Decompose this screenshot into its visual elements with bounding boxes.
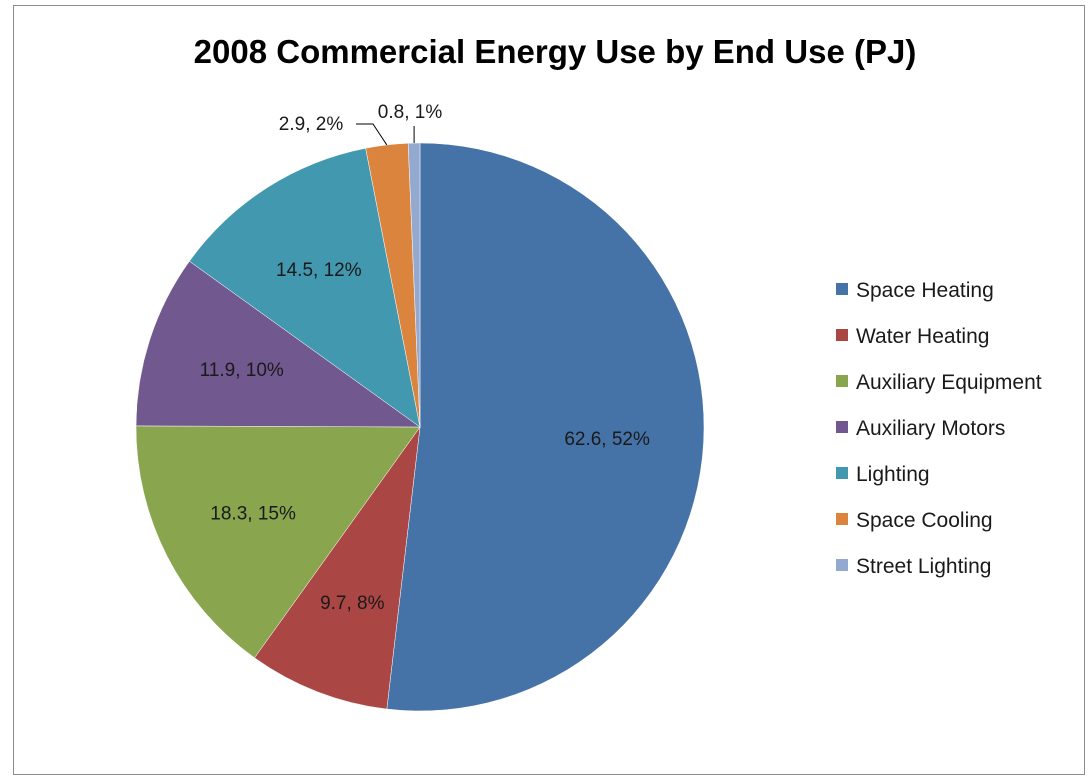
- legend-swatch-space-cooling: [836, 513, 848, 525]
- legend-label-water-heating: Water Heating: [856, 325, 989, 348]
- legend-swatch-lighting: [836, 467, 848, 479]
- chart-title: 2008 Commercial Energy Use by End Use (P…: [194, 33, 917, 70]
- legend-item-space-cooling: Space Cooling: [836, 509, 993, 532]
- legend-swatch-street-lighting: [836, 559, 848, 571]
- pie-slice-auxiliary-equipment: [135, 425, 421, 659]
- legend-label-lighting: Lighting: [856, 463, 930, 486]
- legend-item-auxiliary-motors: Auxiliary Motors: [836, 417, 1005, 440]
- legend: Space Heating Water Heating Auxiliary Equi…: [836, 279, 1042, 578]
- leader-lines: [356, 123, 415, 146]
- legend-item-lighting: Lighting: [836, 463, 930, 486]
- legend-item-auxiliary-equipment: Auxiliary Equipment: [836, 371, 1042, 394]
- pie-slice-lighting: [189, 147, 421, 428]
- legend-label-auxiliary-motors: Auxiliary Motors: [856, 417, 1005, 440]
- data-label-water-heating: 9.7, 8%: [320, 593, 385, 614]
- pie-slice-space-heating: [386, 142, 705, 712]
- legend-item-water-heating: Water Heating: [836, 325, 989, 348]
- legend-label-space-cooling: Space Cooling: [856, 509, 993, 532]
- data-label-space-cooling: 2.9, 2%: [279, 114, 344, 135]
- data-labels: 62.6, 52% 9.7, 8% 18.3, 15% 11.9, 10% 14.5, …: [200, 102, 650, 614]
- legend-label-auxiliary-equipment: Auxiliary Equipment: [856, 371, 1042, 394]
- legend-item-space-heating: Space Heating: [836, 279, 994, 302]
- data-label-auxiliary-equipment: 18.3, 15%: [210, 503, 296, 524]
- legend-swatch-auxiliary-motors: [836, 421, 848, 433]
- pie-slice-water-heating: [254, 426, 421, 710]
- pie-slice-auxiliary-motors: [135, 260, 421, 428]
- legend-swatch-auxiliary-equipment: [836, 375, 848, 387]
- data-label-lighting: 14.5, 12%: [276, 260, 362, 281]
- pie-slices: [135, 142, 705, 712]
- data-label-auxiliary-motors: 11.9, 10%: [200, 360, 284, 381]
- legend-swatch-space-heating: [836, 283, 848, 295]
- legend-swatch-water-heating: [836, 329, 848, 341]
- legend-label-street-lighting: Street Lighting: [856, 555, 991, 578]
- leader-line-space-cooling: [356, 123, 388, 146]
- legend-label-space-heating: Space Heating: [856, 279, 994, 302]
- data-label-street-lighting: 0.8, 1%: [378, 102, 443, 123]
- legend-item-street-lighting: Street Lighting: [836, 555, 991, 578]
- data-label-space-heating: 62.6, 52%: [564, 429, 650, 450]
